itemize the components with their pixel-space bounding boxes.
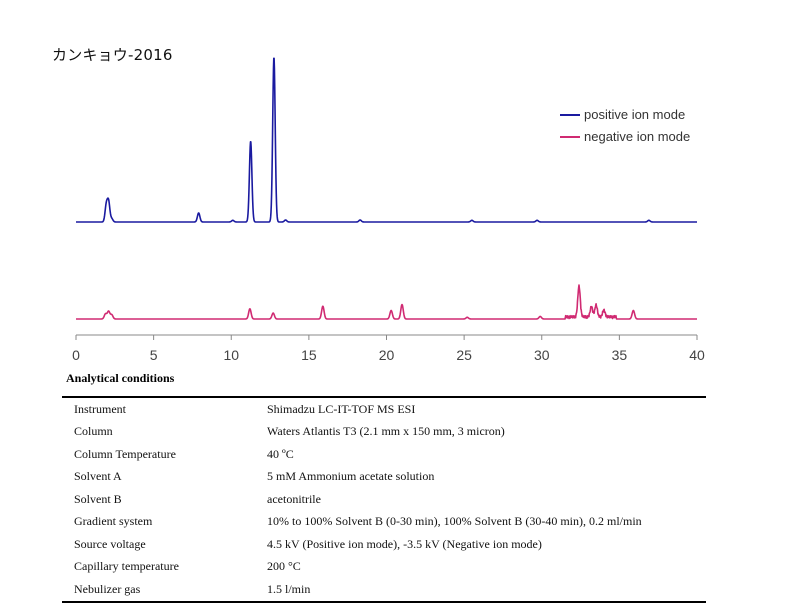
condition-name: Column bbox=[74, 424, 113, 439]
analytical-conditions-title: Analytical conditions bbox=[66, 371, 175, 385]
condition-value: Shimadzu LC-IT-TOF MS ESI bbox=[267, 401, 416, 416]
condition-value: 4.5 kV (Positive ion mode), -3.5 kV (Neg… bbox=[267, 536, 542, 551]
analytical-conditions-table: Instrument Shimadzu LC-IT-TOF MS ESI Colum… bbox=[62, 396, 706, 603]
legend-positive: positive ion mode bbox=[560, 107, 685, 122]
condition-value: Waters Atlantis T3 (2.1 mm x 150 mm, 3 m… bbox=[267, 424, 505, 439]
chromatogram-chart: 0 5 10 15 20 25 30 35 40 bbox=[72, 57, 705, 363]
condition-value: 10% to 100% Solvent B (0-30 min), 100% S… bbox=[267, 514, 642, 529]
x-tick-label: 5 bbox=[150, 347, 158, 363]
traces bbox=[75, 57, 698, 320]
condition-value: 200 °C bbox=[267, 559, 301, 574]
legend-swatch-negative bbox=[560, 135, 580, 138]
table-row: Column Temperature 40 ºC bbox=[62, 443, 706, 466]
chart-title: カンキョウ-2016 bbox=[52, 46, 173, 64]
condition-name: Instrument bbox=[74, 401, 126, 416]
table-row: Capillary temperature 200 °C bbox=[62, 556, 706, 579]
table-row: Solvent A 5 mM Ammonium acetate solution bbox=[62, 466, 706, 489]
table-row: Solvent B acetonitrile bbox=[62, 488, 706, 511]
condition-name: Capillary temperature bbox=[74, 559, 179, 574]
condition-name: Solvent A bbox=[74, 469, 122, 484]
x-tick-label: 35 bbox=[612, 347, 628, 363]
condition-value: 5 mM Ammonium acetate solution bbox=[267, 469, 435, 484]
legend-negative: negative ion mode bbox=[560, 129, 690, 144]
x-tick-label: 40 bbox=[689, 347, 705, 363]
x-tick-label: 15 bbox=[301, 347, 317, 363]
condition-name: Nebulizer gas bbox=[74, 581, 141, 596]
legend-label-positive: positive ion mode bbox=[584, 107, 686, 122]
x-tick-label: 10 bbox=[223, 347, 239, 363]
trace-positive-ion-mode bbox=[75, 57, 698, 223]
condition-value: acetonitrile bbox=[267, 491, 321, 506]
condition-name: Solvent B bbox=[74, 491, 122, 506]
condition-name: Gradient system bbox=[74, 514, 153, 529]
x-tick-label: 0 bbox=[72, 347, 80, 363]
table-row: Instrument Shimadzu LC-IT-TOF MS ESI bbox=[62, 397, 706, 421]
table-row: Nebulizer gas 1.5 l/min bbox=[62, 578, 706, 602]
condition-value: 40 ºC bbox=[267, 446, 294, 461]
legend-swatch-positive bbox=[560, 113, 580, 116]
x-tick-label: 25 bbox=[456, 347, 472, 363]
x-tick-label: 30 bbox=[534, 347, 550, 363]
table-row: Gradient system 10% to 100% Solvent B (0-… bbox=[62, 511, 706, 534]
condition-name: Column Temperature bbox=[74, 446, 176, 461]
x-tick-label: 20 bbox=[379, 347, 395, 363]
condition-name: Source voltage bbox=[74, 536, 146, 551]
table-row: Source voltage 4.5 kV (Positive ion mode)… bbox=[62, 533, 706, 556]
table-row: Column Waters Atlantis T3 (2.1 mm x 150 m… bbox=[62, 421, 706, 444]
trace-negative-ion-mode bbox=[75, 284, 698, 320]
condition-value: 1.5 l/min bbox=[267, 581, 311, 596]
legend-label-negative: negative ion mode bbox=[584, 129, 691, 144]
x-axis: 0 5 10 15 20 25 30 35 40 bbox=[72, 334, 705, 363]
